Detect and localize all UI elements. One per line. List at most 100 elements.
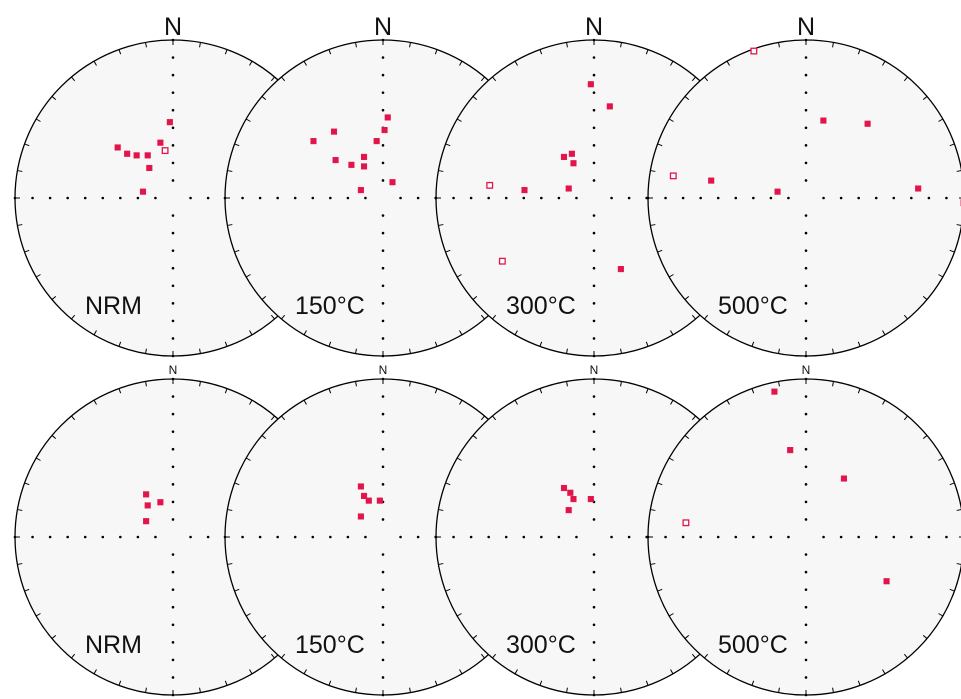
perimeter-tick [445,249,451,253]
direction-point-lower [310,138,317,145]
direction-point-lower [560,153,568,160]
perimeter-tick [456,613,462,617]
perimeter-tick [480,76,485,82]
axis-dot [804,337,808,340]
perimeter-tick [355,42,357,48]
axis-dot [787,535,790,539]
axis-dot [664,196,667,200]
perimeter-tick [145,348,147,354]
perimeter-tick [922,634,928,639]
axis-dot [592,56,596,59]
perimeter-tick [492,314,497,320]
axis-dot [171,623,175,627]
direction-point-lower [771,388,778,395]
axis-dot [804,377,808,381]
perimeter-tick [17,509,23,511]
direction-point-lower [864,120,871,127]
perimeter-tick [668,613,674,617]
north-label: N [379,363,388,377]
axis-dot [910,196,913,200]
perimeter-tick [751,388,755,394]
perimeter-tick [409,687,411,693]
direction-point-lower [381,127,388,134]
perimeter-tick [51,295,57,300]
perimeter-tick [456,457,462,461]
axis-dot [804,284,808,288]
perimeter-tick [456,274,462,278]
perimeter-tick [668,457,674,461]
axis-dot [293,196,297,200]
axis-dot [311,535,315,539]
perimeter-tick [684,96,690,101]
axis-dot [592,623,596,627]
axis-dot [592,518,596,521]
perimeter-tick [24,143,30,147]
direction-point-lower [587,496,594,503]
perimeter-tick [118,680,122,686]
perimeter-tick [51,96,57,101]
axis-dot [381,570,385,574]
perimeter-tick [650,509,656,511]
axis-dot [434,535,438,539]
axis-dot [592,249,596,252]
axis-dot [171,483,175,486]
direction-point-lower [332,157,339,164]
direction-point-lower [166,119,173,126]
perimeter-tick [328,49,332,55]
perimeter-tick [670,399,674,405]
perimeter-tick [514,330,518,336]
stereonet-8: N 500°C [646,363,961,697]
axis-dot [592,354,596,358]
perimeter-tick [751,341,755,347]
step-label: NRM [85,292,142,320]
perimeter-tick [434,388,438,394]
direction-point-upper [669,172,677,180]
direction-point-lower [617,266,624,273]
direction-point-lower [373,138,380,145]
perimeter-tick [539,388,543,394]
axis-dot [592,73,596,77]
direction-point-lower [708,177,715,184]
perimeter-tick [456,118,462,122]
axis-dot [381,284,385,288]
direction-point-lower [384,114,391,121]
axis-dot [381,605,385,609]
axis-dot [346,196,350,200]
perimeter-tick [691,653,696,659]
axis-dot [329,196,332,200]
direction-point-lower [376,497,383,504]
axis-dot [804,623,808,627]
axis-dot [381,588,385,591]
direction-point-lower [143,518,150,525]
direction-point-lower [143,491,150,498]
direction-point-lower [360,153,368,160]
perimeter-tick [227,224,233,226]
direction-point-lower [606,103,613,110]
perimeter-tick [857,680,861,686]
axis-dot [627,535,631,539]
axis-dot [927,535,931,539]
axis-dot [206,535,210,539]
axis-dot [171,73,175,77]
axis-dot [381,377,385,381]
perimeter-tick [726,330,730,336]
axis-dot [469,535,473,539]
axis-dot [171,395,175,398]
perimeter-tick [857,388,861,394]
perimeter-tick [684,295,690,300]
axis-dot [592,447,596,451]
perimeter-tick [620,381,622,387]
perimeter-tick [778,381,780,387]
axis-dot [734,196,738,200]
perimeter-tick [832,687,834,693]
axis-dot [592,641,596,644]
net-circle [647,378,961,696]
perimeter-tick [938,274,944,278]
perimeter-tick [922,435,928,440]
axis-dot [83,196,87,200]
north-label: N [164,13,182,41]
axis-dot [469,196,473,200]
perimeter-tick [459,330,463,336]
perimeter-tick [566,42,568,48]
axis-dot [575,196,578,200]
